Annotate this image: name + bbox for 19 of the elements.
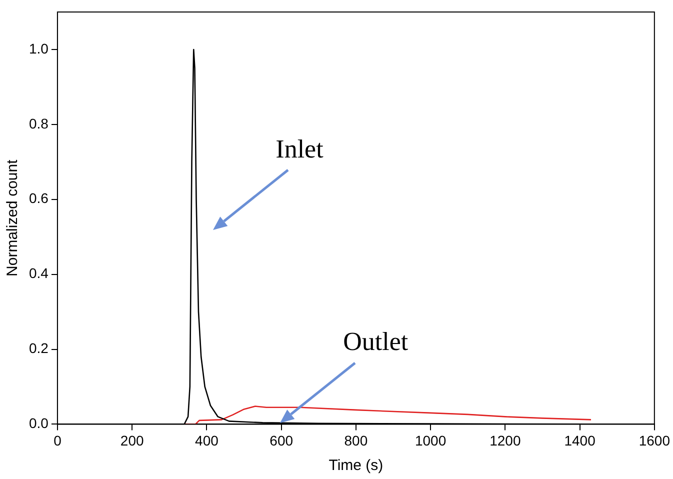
x-tick-label: 0 xyxy=(54,432,62,448)
x-tick-label: 800 xyxy=(344,432,368,448)
x-tick-label: 400 xyxy=(195,432,219,448)
y-axis-title: Normalized count xyxy=(4,158,22,276)
y-tick-label: 0.2 xyxy=(28,340,49,356)
x-tick-label: 200 xyxy=(120,432,144,448)
x-tick-label: 1200 xyxy=(490,432,521,448)
x-tick-label: 600 xyxy=(270,432,294,448)
x-axis-title: Time (s) xyxy=(328,457,384,474)
y-tick-label: 0.4 xyxy=(28,265,49,282)
annotation: Inlet xyxy=(276,134,324,164)
annotation: Outlet xyxy=(343,326,409,356)
y-tick-label: 0.0 xyxy=(28,415,49,432)
x-tick-label: 1600 xyxy=(638,432,670,448)
x-tick-label: 1400 xyxy=(564,432,596,448)
y-tick-label: 1.0 xyxy=(28,40,49,56)
y-tick-label: 0.8 xyxy=(28,115,49,132)
x-tick-label: 1000 xyxy=(414,432,446,448)
y-tick-label: 0.6 xyxy=(28,190,49,206)
